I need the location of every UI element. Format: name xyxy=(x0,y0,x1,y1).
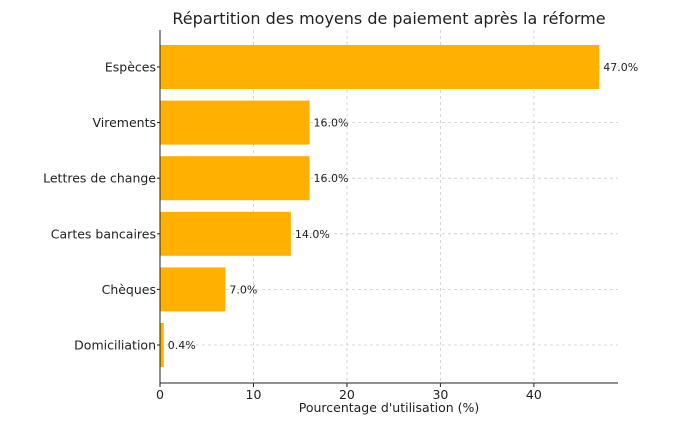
data-label: 16.0% xyxy=(314,172,349,185)
data-label: 7.0% xyxy=(229,283,257,296)
chart-title: Répartition des moyens de paiement après… xyxy=(172,9,605,28)
labels-layer: Espèces 47.0% Virements 16.0% Lettres de cha… xyxy=(43,60,638,353)
category-label: Chèques xyxy=(102,282,156,297)
category-label: Espèces xyxy=(105,60,156,75)
bar xyxy=(160,211,291,256)
x-tick-label: 30 xyxy=(432,387,448,402)
x-tick-label: 10 xyxy=(246,387,262,402)
category-label: Cartes bancaires xyxy=(51,226,156,241)
bars-layer xyxy=(160,45,600,367)
x-tick-label: 20 xyxy=(339,387,355,402)
data-label: 14.0% xyxy=(295,228,330,241)
bar xyxy=(160,45,600,89)
data-label: 0.4% xyxy=(168,339,196,352)
axes-layer: 0 10 20 30 40 xyxy=(156,30,618,402)
x-tick-label: 40 xyxy=(526,387,542,402)
category-label: Lettres de change xyxy=(43,171,156,186)
bar xyxy=(160,100,310,145)
bar xyxy=(160,156,310,201)
category-label: Virements xyxy=(92,115,156,130)
data-label: 16.0% xyxy=(314,117,349,130)
x-tick-label: 0 xyxy=(156,387,164,402)
bar xyxy=(160,323,164,367)
x-axis-label: Pourcentage d'utilisation (%) xyxy=(299,400,480,415)
category-label: Domiciliation xyxy=(74,338,156,353)
data-label: 47.0% xyxy=(603,61,638,74)
bar xyxy=(160,267,226,312)
